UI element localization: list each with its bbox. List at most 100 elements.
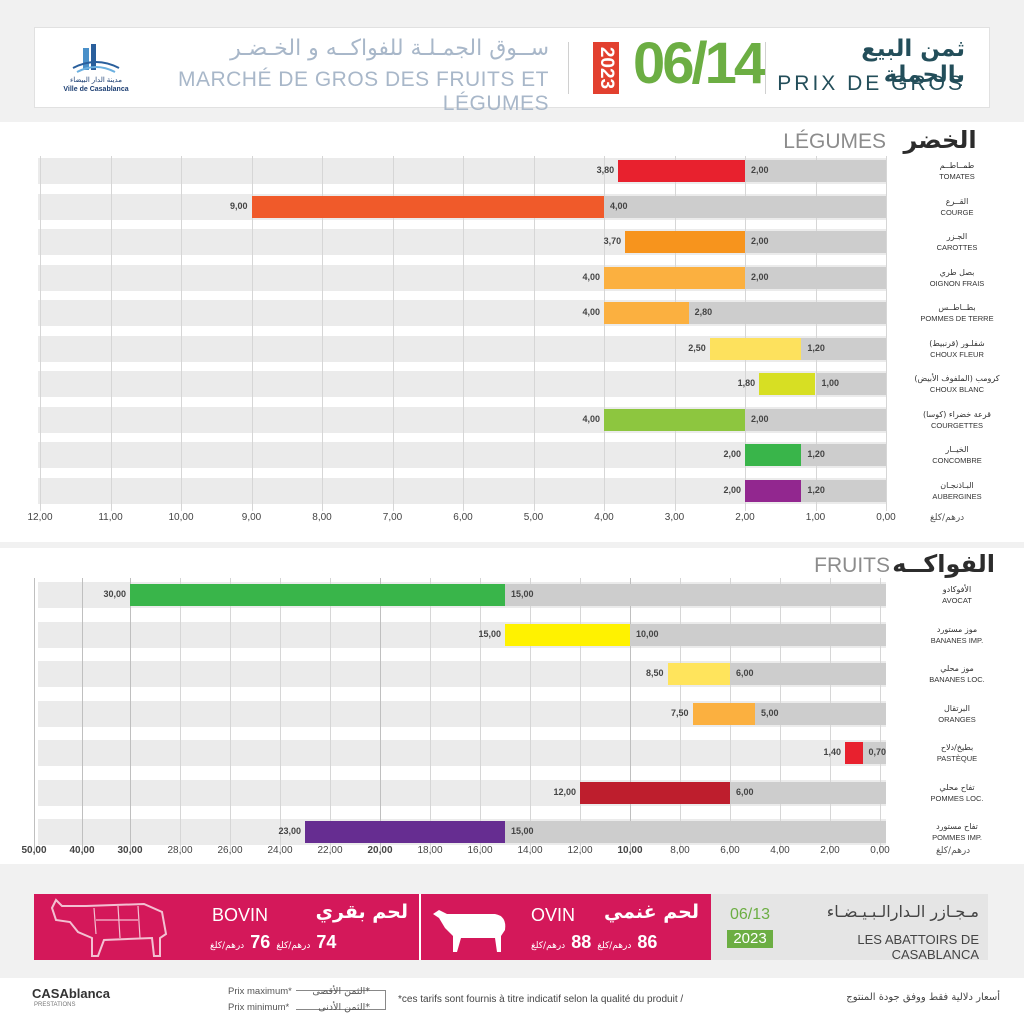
row-label-ar: تفاح مستورد <box>936 822 978 831</box>
max-price-label: 4,00 <box>582 413 600 424</box>
abattoirs-box: 06/13 2023 مـجـازر الـدارالـبـيـضـاء LES… <box>711 894 988 962</box>
row-label-fr: CAROTTES <box>936 243 978 252</box>
city-logo-icon <box>72 44 120 73</box>
min-price-label: 15,00 <box>511 826 534 836</box>
row-label-fr: TOMATES <box>939 172 975 181</box>
legend-min-ar: *الثمن الأدنى <box>318 1002 370 1013</box>
grid-line <box>322 156 323 511</box>
min-price-label: 2,00 <box>751 165 769 175</box>
row-label-fr: POMMES DE TERRE <box>920 314 994 323</box>
fruits-panel: FRUITS الفواكــه 50,00 40,00 30,00 28,00 26,… <box>0 548 1024 864</box>
grid-line <box>886 156 887 511</box>
x-tick-label: 9,00 <box>241 512 262 523</box>
row-label-ar: بطــاطــس <box>938 303 976 312</box>
abattoirs-year: 2023 <box>727 930 773 948</box>
row-label-ar: الخيــار <box>945 445 969 454</box>
ovin-unit: درهم/كلغ <box>531 941 566 951</box>
legumes-unit: درهم/كلغ <box>930 513 965 523</box>
abattoirs-name-ar: مـجـازر الـدارالـبـيـضـاء <box>826 902 979 921</box>
legend-min-fr: Prix minimum* <box>228 1002 290 1013</box>
max-price-label: 1,40 <box>823 747 841 757</box>
grid-line <box>330 578 331 855</box>
grid-line <box>533 156 535 511</box>
max-price-label: 7,50 <box>670 707 689 718</box>
row-label-ar: البرتقال <box>943 703 970 713</box>
grid-line <box>110 156 112 511</box>
x-tick-label: 20,00 <box>367 845 393 856</box>
header: مدينة الدار البيضاء Ville de Casablanca … <box>34 27 990 115</box>
min-price-label: 6,00 <box>736 786 754 797</box>
row-label-fr: CONCOMBRE <box>932 456 982 465</box>
x-tick-label: 14,00 <box>517 845 543 856</box>
ovin-price-min: 88 <box>571 932 592 952</box>
x-tick-label: 3,00 <box>664 512 685 523</box>
row-label-ar: موز مستورد <box>936 624 978 634</box>
x-tick-label: 7,00 <box>382 512 403 523</box>
grid-line <box>680 578 681 855</box>
x-tick-label: 26,00 <box>217 845 243 856</box>
x-tick-label: 8,00 <box>312 512 332 523</box>
x-tick-label: 2,00 <box>820 845 840 856</box>
x-tick-label: 6,00 <box>453 512 473 523</box>
note-ar: أسعار دلالية فقط ووفق جودة المنتوج <box>846 992 1000 1003</box>
x-tick-label: 8,00 <box>670 845 690 856</box>
max-price-label: 2,00 <box>723 449 741 459</box>
max-price-bar <box>709 337 802 360</box>
max-price-bar <box>130 584 505 606</box>
grid-line <box>251 156 253 511</box>
min-price-label: 0,70 <box>868 747 887 757</box>
min-price-bar <box>801 444 886 466</box>
min-price-label: 1,20 <box>807 342 825 353</box>
legend-max-ar: *الثمن الأقصى <box>312 986 370 997</box>
row-label-ar: الأفوكادو <box>942 585 972 594</box>
bovin-unit: درهم/كلغ <box>276 941 311 951</box>
row-stripe <box>38 477 886 504</box>
row-label-fr: POMMES LOC. <box>930 793 984 803</box>
bovin-price-max: 74 <box>316 932 337 952</box>
max-price-label: 3,70 <box>603 236 622 246</box>
x-tick-label: 30,00 <box>117 845 143 856</box>
row-label-fr: BANANES LOC. <box>929 675 985 684</box>
grid-line <box>580 578 581 855</box>
fruits-title-ar: الفواكــه <box>892 550 995 578</box>
row-label-fr: AUBERGINES <box>932 491 982 501</box>
min-price-bar <box>745 408 886 431</box>
min-price-label: 2,00 <box>751 271 769 282</box>
min-price-label: 1,20 <box>807 484 825 495</box>
max-price-bar <box>625 231 745 253</box>
footer: CASAblanca PRESTATIONS Prix maximum* Pri… <box>0 978 1024 1024</box>
min-price-label: 2,00 <box>751 413 769 424</box>
grid-line <box>530 578 531 855</box>
x-tick-label: 10,00 <box>617 845 643 856</box>
max-price-label: 15,00 <box>478 628 501 639</box>
x-tick-label: 0,00 <box>876 512 896 523</box>
ovin-box: OVIN لحم غنمي درهم/كلغ 88 درهم/كلغ 86 <box>421 894 711 960</box>
max-price-label: 12,00 <box>553 786 576 797</box>
brand-sub: PRESTATIONS <box>34 1002 76 1008</box>
year-badge: 2023 <box>593 42 619 94</box>
row-label-fr: COURGETTES <box>930 420 984 430</box>
max-price-label: 23,00 <box>278 826 301 836</box>
min-price-label: 6,00 <box>736 668 754 678</box>
grid-line <box>280 578 281 855</box>
ovin-prices: درهم/كلغ 88 درهم/كلغ 86 <box>531 932 711 953</box>
max-price-bar <box>505 623 630 646</box>
x-tick-label: 22,00 <box>317 845 343 856</box>
ovin-label-ar: لحم غنمي <box>603 901 699 923</box>
x-tick-label: 11,00 <box>98 512 123 523</box>
max-price-bar <box>759 373 816 395</box>
grid-line <box>430 578 431 855</box>
max-price-label: 3,80 <box>596 165 615 175</box>
min-price-label: 4,00 <box>610 200 628 211</box>
min-price-bar <box>801 337 886 360</box>
bovin-unit: درهم/كلغ <box>210 941 245 951</box>
row-label-ar: تفاح محلي <box>939 782 975 792</box>
fruits-title-fr: FRUITS <box>814 554 890 577</box>
market-title-fr: MARCHÉ DE GROS DES FRUITS ET LÉGUMES <box>177 68 549 115</box>
ovin-unit: درهم/كلغ <box>597 941 632 951</box>
x-tick-label: 2,00 <box>735 512 755 523</box>
min-price-bar <box>688 302 886 324</box>
row-label-fr: ORANGES <box>938 714 976 724</box>
min-price-bar <box>630 623 886 646</box>
x-tick-label: 12,00 <box>567 845 593 856</box>
